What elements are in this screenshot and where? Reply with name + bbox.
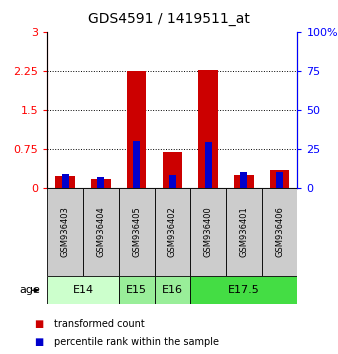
- Text: GSM936403: GSM936403: [61, 206, 70, 257]
- Bar: [127, 71, 146, 188]
- Text: GSM936404: GSM936404: [96, 206, 105, 257]
- Bar: [190, 188, 226, 276]
- Text: E14: E14: [72, 285, 94, 295]
- Text: GSM936405: GSM936405: [132, 206, 141, 257]
- Bar: [190, 276, 297, 304]
- Text: ■: ■: [34, 319, 43, 329]
- Text: GDS4591 / 1419511_at: GDS4591 / 1419511_at: [88, 12, 250, 27]
- Bar: [55, 176, 75, 188]
- Bar: [240, 172, 247, 188]
- Text: E16: E16: [162, 285, 183, 295]
- Text: GSM936401: GSM936401: [239, 206, 248, 257]
- Bar: [62, 173, 69, 188]
- Text: E15: E15: [126, 285, 147, 295]
- Bar: [276, 172, 283, 188]
- Bar: [133, 141, 140, 188]
- Bar: [270, 171, 289, 188]
- Text: transformed count: transformed count: [54, 319, 145, 329]
- Bar: [154, 188, 190, 276]
- Bar: [83, 188, 119, 276]
- Text: GSM936402: GSM936402: [168, 206, 177, 257]
- Text: GSM936406: GSM936406: [275, 206, 284, 257]
- Bar: [47, 188, 83, 276]
- Text: percentile rank within the sample: percentile rank within the sample: [54, 337, 219, 347]
- Bar: [262, 188, 297, 276]
- Bar: [198, 70, 218, 188]
- Bar: [169, 175, 176, 188]
- Bar: [97, 177, 104, 188]
- Text: E17.5: E17.5: [228, 285, 260, 295]
- Bar: [234, 175, 254, 188]
- Text: GSM936400: GSM936400: [203, 206, 213, 257]
- Bar: [163, 152, 182, 188]
- Bar: [119, 188, 154, 276]
- Bar: [91, 179, 111, 188]
- Bar: [226, 188, 262, 276]
- Text: ■: ■: [34, 337, 43, 347]
- Text: age: age: [20, 285, 41, 295]
- Bar: [119, 276, 154, 304]
- Bar: [154, 276, 190, 304]
- Bar: [47, 276, 119, 304]
- Bar: [204, 142, 212, 188]
